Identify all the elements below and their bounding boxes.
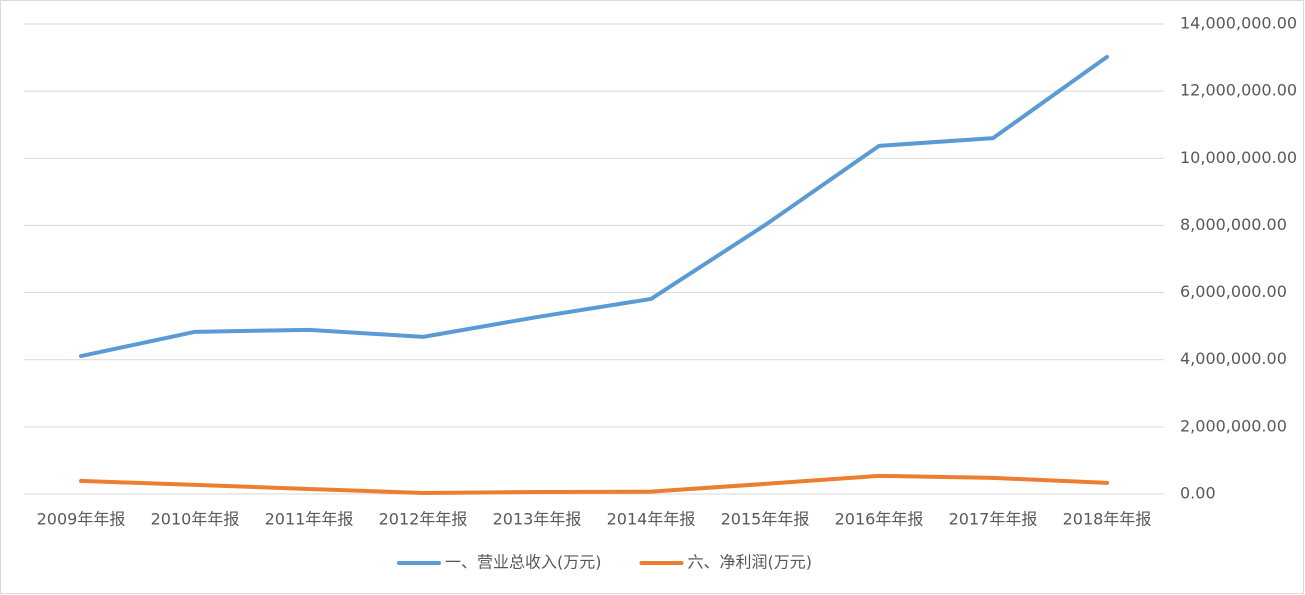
y-tick-label: 2,000,000.00 bbox=[1180, 416, 1287, 435]
legend-label: 一、营业总收入(万元) bbox=[445, 553, 602, 572]
x-tick-label: 2018年年报 bbox=[1063, 510, 1152, 529]
series-line bbox=[79, 54, 1109, 359]
x-tick-label: 2009年年报 bbox=[37, 510, 126, 529]
y-tick-label: 10,000,000.00 bbox=[1180, 148, 1297, 167]
x-tick-label: 2016年年报 bbox=[835, 510, 924, 529]
y-tick-label: 4,000,000.00 bbox=[1180, 349, 1287, 368]
x-tick-label: 2012年年报 bbox=[379, 510, 468, 529]
y-tick-label: 12,000,000.00 bbox=[1180, 81, 1297, 100]
x-tick-label: 2011年年报 bbox=[265, 510, 354, 529]
y-tick-label: 14,000,000.00 bbox=[1180, 14, 1297, 33]
series-line bbox=[79, 473, 1109, 495]
x-tick-label: 2014年年报 bbox=[607, 510, 696, 529]
x-tick-label: 2017年年报 bbox=[949, 510, 1038, 529]
legend-label: 六、净利润(万元) bbox=[688, 553, 813, 572]
x-tick-label: 2010年年报 bbox=[151, 510, 240, 529]
y-tick-label: 0.00 bbox=[1180, 484, 1216, 503]
x-tick-label: 2013年年报 bbox=[493, 510, 582, 529]
x-tick-label: 2015年年报 bbox=[721, 510, 810, 529]
y-tick-label: 8,000,000.00 bbox=[1180, 215, 1287, 234]
y-tick-label: 6,000,000.00 bbox=[1180, 282, 1287, 301]
